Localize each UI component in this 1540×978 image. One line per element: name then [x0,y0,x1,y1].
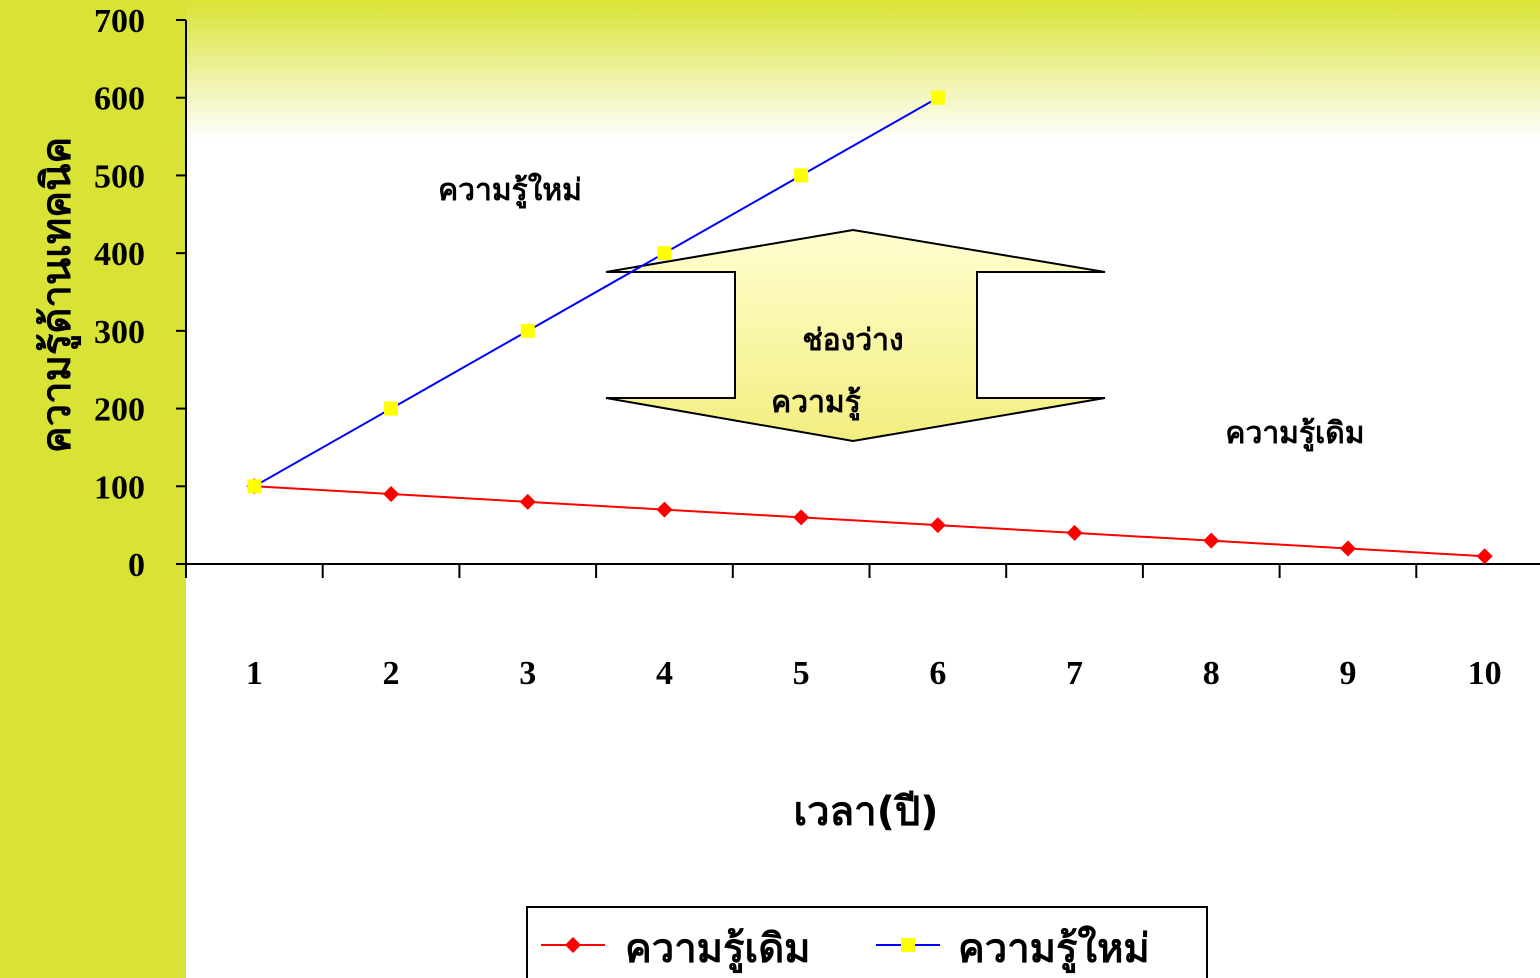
legend-marker-new [901,938,915,952]
annotation-gap-line2: ความรู้ [771,385,861,421]
data-point-old-knowledge [1476,548,1493,565]
data-point-old-knowledge [656,501,673,518]
data-point-old-knowledge [1066,524,1083,541]
data-point-new-knowledge [520,323,535,338]
x-tick-label: 4 [656,655,673,692]
x-tick-label: 10 [1468,655,1502,692]
y-tick-label: 600 [94,81,145,118]
data-point-old-knowledge [1339,540,1356,557]
y-tick-label: 500 [94,158,145,195]
legend-box [526,906,1208,978]
series-line-old-knowledge [254,485,1485,558]
data-point-new-knowledge [657,246,672,261]
data-point-old-knowledge [929,517,946,534]
y-tick-label: 400 [94,236,145,273]
x-tick-label: 7 [1066,655,1083,692]
axes: 0 100 200 300 400 500 600 700 1 2 3 4 5 6 7 8 9 10 [94,3,1540,692]
x-tick-label: 5 [793,655,810,692]
legend-label-new: ความรู้ใหม่ [958,925,1150,973]
y-tick-label: 100 [94,469,145,506]
x-tick-label: 8 [1203,655,1220,692]
top-gradient-band [186,0,1540,140]
series-layer [246,90,1493,565]
y-tick-label: 200 [94,392,145,429]
y-tick-label: 700 [94,3,145,40]
x-tick-label: 3 [519,655,536,692]
x-tick-label: 9 [1339,655,1356,692]
data-point-old-knowledge [1203,532,1220,549]
x-tick-label: 1 [246,655,263,692]
y-tick-label: 0 [128,547,145,584]
knowledge-gap-arrow [605,228,1106,443]
y-axis-title: ความรู้ด้านเทคนิค [34,137,81,453]
left-sidebar-band [0,0,186,978]
annotation-gap-line1: ช่องว่าง [802,323,903,358]
data-point-old-knowledge [383,486,400,503]
data-point-old-knowledge [519,493,536,510]
series-line-new-knowledge [253,96,939,488]
annotation-old-knowledge: ความรู้เดิม [1225,416,1364,452]
x-tick-label: 2 [383,655,400,692]
data-point-new-knowledge [247,479,262,494]
data-point-new-knowledge [384,401,399,416]
data-point-old-knowledge [793,509,810,526]
legend-marker-old [565,937,581,953]
legend-label-old: ความรู้เดิม [625,926,811,973]
data-point-new-knowledge [930,90,945,105]
y-tick-label: 300 [94,314,145,351]
legend: ความรู้เดิม ความรู้ใหม่ [526,906,1208,978]
annotation-new-knowledge: ความรู้ใหม่ [438,172,582,209]
x-axis-title: เวลา(ปี) [793,789,938,835]
x-tick-label: 6 [929,655,946,692]
data-point-new-knowledge [794,168,809,183]
